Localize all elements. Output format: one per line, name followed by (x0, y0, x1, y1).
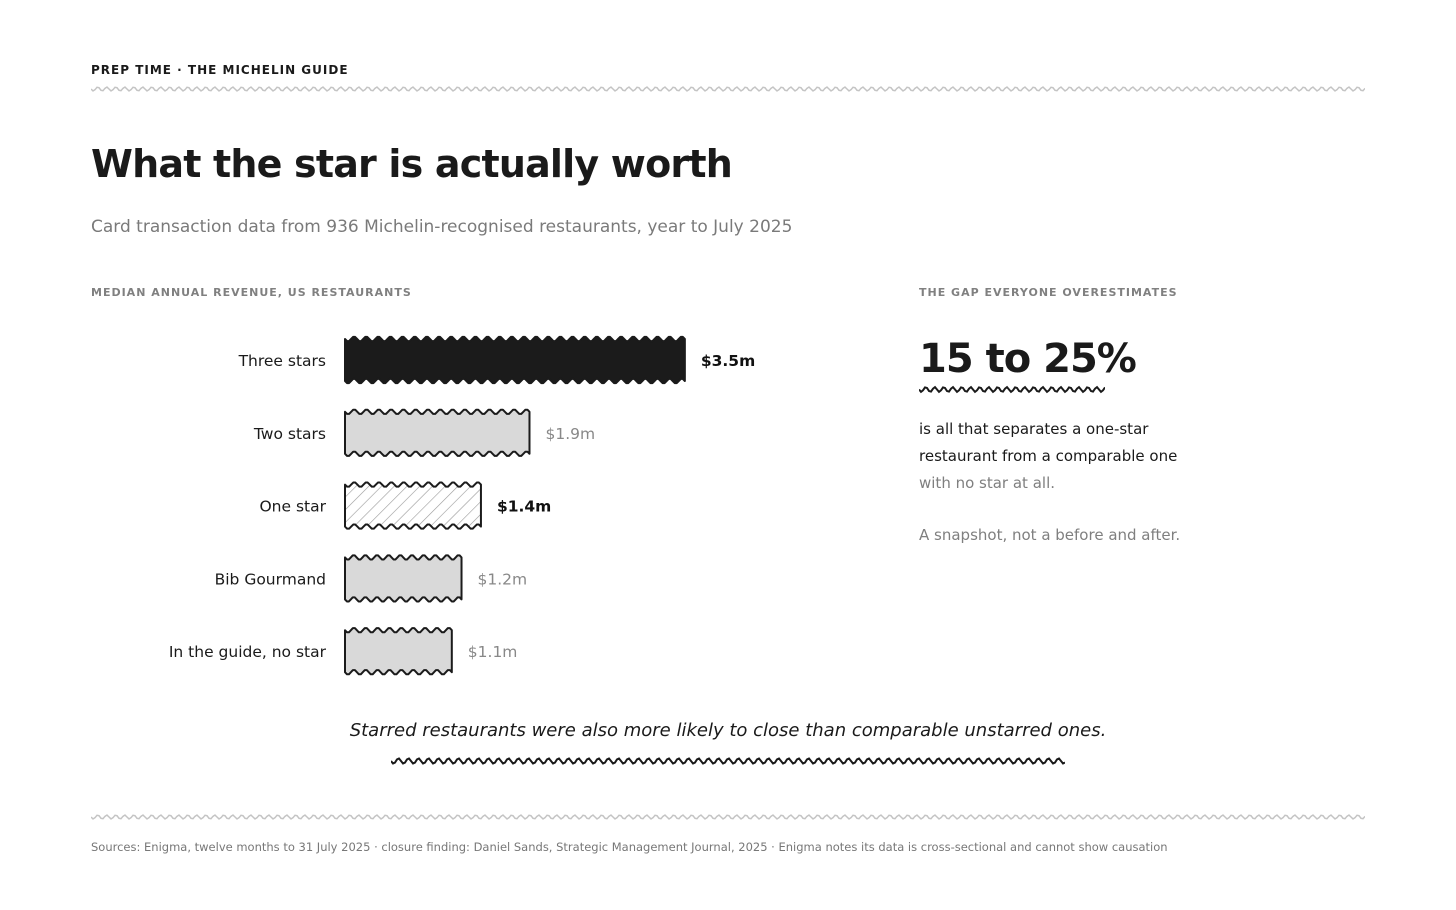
gap-stat: 15 to 25% (919, 336, 1137, 382)
value-label: $3.5m (701, 352, 755, 370)
pull-quote: Starred restaurants were also more likel… (349, 720, 1107, 741)
value-label: $1.4m (497, 498, 551, 516)
sources-footnote: Sources: Enigma, twelve months to 31 Jul… (91, 840, 1168, 854)
wavy-stroke (919, 385, 1105, 394)
pull-quote-wavy-underline (391, 757, 1065, 765)
bottom-wavy-rule (91, 814, 1365, 820)
page-title: What the star is actually worth (91, 142, 733, 186)
bar-one-star (344, 481, 482, 530)
category-label: Three stars (238, 352, 326, 370)
stat-wavy-underline (919, 385, 1105, 394)
category-label: Two stars (253, 425, 326, 443)
bar-three-stars (344, 335, 686, 385)
wavy-stroke (91, 86, 1365, 92)
stat-description-tail: with no star at all. (919, 474, 1056, 492)
value-label: $1.1m (468, 643, 518, 661)
wavy-stroke (91, 814, 1365, 820)
bar-two-stars (344, 408, 531, 457)
page-subtitle: Card transaction data from 936 Michelin-… (91, 217, 793, 237)
chart-section-label: MEDIAN ANNUAL REVENUE, US RESTAURANTS (91, 286, 412, 299)
stat-description: is all that separates a one-star restaur… (919, 416, 1209, 497)
wavy-stroke (391, 757, 1065, 765)
revenue-bar-chart: Three stars $3.5m Two stars $1.9m One star $1… (169, 335, 755, 676)
stat-description-main: is all that separates a one-star restaur… (919, 420, 1178, 465)
kicker: PREP TIME · THE MICHELIN GUIDE (91, 63, 349, 77)
bar-in-the-guide-no-star (344, 627, 453, 676)
category-label: Bib Gourmand (215, 570, 326, 588)
stat-note: A snapshot, not a before and after. (919, 526, 1181, 544)
top-wavy-rule (91, 86, 1365, 92)
value-label: $1.2m (478, 570, 528, 588)
category-label: In the guide, no star (169, 643, 327, 661)
category-label: One star (259, 498, 326, 516)
value-label: $1.9m (545, 425, 595, 443)
sidebar-section-label: THE GAP EVERYONE OVERESTIMATES (919, 286, 1178, 299)
bar-bib-gourmand (344, 554, 463, 603)
